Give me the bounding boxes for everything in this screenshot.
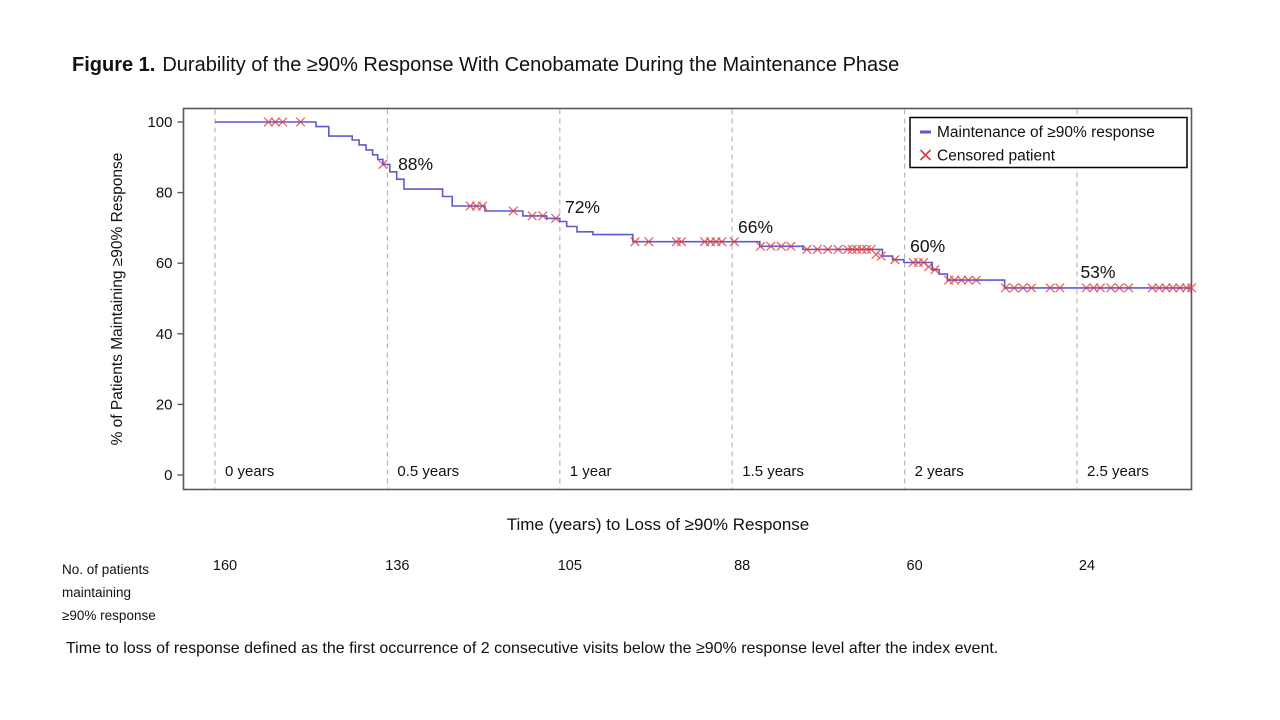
x-tick-label: 2 years bbox=[915, 463, 964, 480]
footnote: Time to loss of response defined as the … bbox=[66, 640, 999, 657]
figure-title: Figure 1. Durability of the ≥90% Response… bbox=[72, 54, 899, 77]
y-tick-label: 100 bbox=[147, 114, 172, 131]
x-tick-label: 1 year bbox=[570, 463, 612, 480]
legend-label-maintenance: Maintenance of ≥90% response bbox=[937, 124, 1155, 141]
y-tick-label: 20 bbox=[156, 396, 173, 413]
figure-title-text: Durability of the ≥90% Response With Cen… bbox=[162, 54, 900, 76]
y-tick-label: 0 bbox=[164, 467, 172, 484]
y-tick-label: 80 bbox=[156, 185, 173, 202]
at-risk-label-line1: No. of patients bbox=[62, 562, 150, 577]
at-risk-label-line2: maintaining bbox=[62, 585, 132, 600]
y-tick-label: 60 bbox=[156, 255, 173, 272]
at-risk-count: 136 bbox=[385, 558, 410, 574]
at-risk-count: 60 bbox=[906, 558, 923, 574]
percent-annotation: 72% bbox=[565, 197, 600, 217]
at-risk-count: 24 bbox=[1078, 558, 1096, 574]
y-axis-title: % of Patients Maintaining ≥90% Response bbox=[109, 153, 126, 446]
x-tick-label: 2.5 years bbox=[1087, 463, 1149, 480]
x-tick-label: 1.5 years bbox=[742, 463, 804, 480]
at-risk-count: 88 bbox=[734, 558, 751, 574]
at-risk-count: 160 bbox=[212, 558, 238, 574]
percent-annotation: 88% bbox=[398, 154, 433, 174]
y-tick-label: 40 bbox=[156, 326, 173, 343]
km-survival-chart: 0 years 0.5 years 1 year 1.5 years 2 years 2.… bbox=[109, 107, 1197, 534]
at-risk-count: 105 bbox=[557, 558, 582, 574]
x-axis-title: Time (years) to Loss of ≥90% Response bbox=[507, 515, 810, 534]
legend-box bbox=[909, 116, 1188, 169]
censored-marks bbox=[263, 117, 1197, 293]
legend-x-marker bbox=[919, 149, 932, 161]
at-risk-values-row: 160 136 105 88 60 24 bbox=[0, 558, 1280, 578]
x-tick-label: 0.5 years bbox=[397, 463, 459, 480]
plot-border bbox=[182, 107, 1193, 491]
legend-label-censored: Censored patient bbox=[937, 148, 1056, 165]
percent-annotation: 53% bbox=[1080, 262, 1115, 282]
percent-annotation: 66% bbox=[738, 217, 773, 237]
at-risk-label: No. of patients maintaining ≥90% respons… bbox=[62, 558, 156, 627]
survival-curve bbox=[215, 121, 1192, 289]
figure-title-prefix: Figure 1. bbox=[72, 54, 156, 76]
at-risk-label-line3: ≥90% response bbox=[62, 608, 156, 623]
percent-annotation: 60% bbox=[910, 236, 945, 256]
x-tick-label: 0 years bbox=[225, 463, 274, 480]
